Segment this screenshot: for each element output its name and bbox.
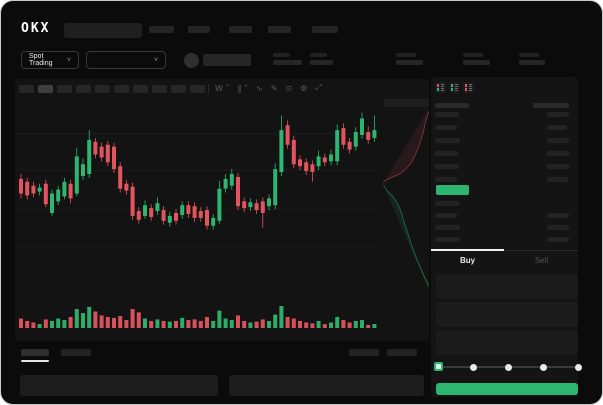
coin-icon xyxy=(184,53,199,68)
settings-icon[interactable]: ⚙ xyxy=(300,83,308,93)
fullscreen-icon[interactable]: ⤢ xyxy=(315,83,322,92)
nav-item[interactable] xyxy=(188,26,210,33)
stat-label-placeholder xyxy=(519,53,539,57)
bottom-tab[interactable] xyxy=(349,349,379,356)
chart-type-icon[interactable]: ‖ ˅ xyxy=(237,83,248,93)
order-input-field[interactable] xyxy=(436,330,578,355)
stat-value-placeholder xyxy=(310,60,333,65)
interval-pill[interactable] xyxy=(114,85,129,93)
pair-name-placeholder xyxy=(203,54,251,66)
amount-slider-handle[interactable] xyxy=(434,362,443,371)
ask-row-price[interactable] xyxy=(435,177,457,182)
chart-tool-icons: W ˅ ‖ ˅ ∿ ✎ ⊙ ⚙ ⤢ xyxy=(215,82,322,94)
chevron-down-icon: ˅ xyxy=(66,56,71,64)
interval-pill[interactable] xyxy=(171,85,186,93)
ask-row-amount[interactable] xyxy=(547,151,569,156)
stat-label-placeholder xyxy=(273,53,290,57)
order-input-field[interactable] xyxy=(436,302,578,327)
okx-logo[interactable]: OKX xyxy=(21,21,51,36)
ask-row-price[interactable] xyxy=(435,125,457,130)
stat-label-placeholder xyxy=(396,53,416,57)
market-type-label: Spot Trading xyxy=(29,53,53,67)
ask-row-amount[interactable] xyxy=(547,177,568,182)
order-input-field[interactable] xyxy=(436,274,578,299)
nav-item[interactable] xyxy=(149,26,174,33)
nav-item[interactable] xyxy=(268,26,291,33)
interval-pill[interactable] xyxy=(152,85,167,93)
slider-stop-dot[interactable] xyxy=(505,364,512,371)
book-asks-icon[interactable] xyxy=(463,82,474,93)
depth-profile xyxy=(383,108,429,291)
bid-row-amount[interactable] xyxy=(547,225,569,230)
stat-value-placeholder xyxy=(463,60,490,65)
nav-item[interactable] xyxy=(312,26,338,33)
ask-row-amount[interactable] xyxy=(547,164,569,169)
bottom-tab[interactable] xyxy=(61,349,91,356)
book-both-icon[interactable] xyxy=(435,82,446,93)
tab-buy[interactable]: Buy xyxy=(459,256,476,265)
toolbar-divider xyxy=(208,84,209,94)
tab-sell[interactable]: Sell xyxy=(534,256,549,265)
stat-value-placeholder xyxy=(273,60,302,65)
ask-row-price[interactable] xyxy=(435,112,459,117)
stat-label-placeholder xyxy=(463,53,483,57)
active-tab-underline xyxy=(21,360,49,362)
stat-value-placeholder xyxy=(396,60,423,65)
ask-row-amount[interactable] xyxy=(547,138,569,143)
market-type-dropdown[interactable]: Spot Trading ˅ xyxy=(21,51,79,69)
bottom-panel-placeholder xyxy=(20,375,218,396)
bottom-tab[interactable] xyxy=(21,349,49,356)
interval-pill[interactable] xyxy=(190,85,205,93)
depth-header-placeholder xyxy=(384,99,429,107)
ask-row-amount[interactable] xyxy=(547,112,569,117)
ask-row-amount[interactable] xyxy=(547,125,567,130)
interval-pill[interactable] xyxy=(19,85,34,93)
interval-pill[interactable] xyxy=(95,85,110,93)
interval-pill[interactable] xyxy=(133,85,148,93)
book-bids-icon[interactable] xyxy=(449,82,460,93)
bottom-tab[interactable] xyxy=(387,349,417,356)
bid-row-price[interactable] xyxy=(435,237,460,242)
last-price-highlight[interactable] xyxy=(436,185,469,195)
screenshot-icon[interactable]: ⊙ xyxy=(285,83,293,93)
interval-pill[interactable] xyxy=(38,85,53,93)
bid-row-price[interactable] xyxy=(435,201,459,206)
nav-item[interactable] xyxy=(229,26,252,33)
bid-row-amount[interactable] xyxy=(547,213,569,218)
interval-pill[interactable] xyxy=(76,85,91,93)
search-input[interactable] xyxy=(64,23,142,38)
draw-tool-icon[interactable]: ✎ xyxy=(270,83,278,93)
ask-row-price[interactable] xyxy=(435,151,458,156)
buy-submit-button[interactable] xyxy=(436,383,578,395)
stat-label-placeholder xyxy=(310,53,327,57)
interval-select-icon[interactable]: W ˅ xyxy=(215,83,230,93)
slider-stop-dot[interactable] xyxy=(539,364,547,371)
stat-value-placeholder xyxy=(519,60,545,65)
orderbook-header-right xyxy=(533,103,569,108)
slider-stop-dot[interactable] xyxy=(470,364,478,371)
buy-tab-underline xyxy=(431,249,504,251)
bottom-panel-placeholder xyxy=(229,375,424,396)
orderbook-header-left xyxy=(435,103,469,108)
bid-row-price[interactable] xyxy=(435,213,457,218)
chevron-down-icon: ˅ xyxy=(153,56,158,64)
bid-row-amount[interactable] xyxy=(547,237,569,242)
ask-row-price[interactable] xyxy=(435,164,459,169)
line-tool-icon[interactable]: ∿ xyxy=(256,83,263,93)
bid-row-price[interactable] xyxy=(435,225,460,230)
ask-row-price[interactable] xyxy=(435,138,460,143)
pair-dropdown[interactable]: ˅ xyxy=(86,51,166,69)
candlestick-chart[interactable] xyxy=(15,96,379,336)
tabs-divider xyxy=(431,250,578,251)
interval-pill[interactable] xyxy=(57,85,72,93)
slider-stop-dot[interactable] xyxy=(574,364,582,371)
